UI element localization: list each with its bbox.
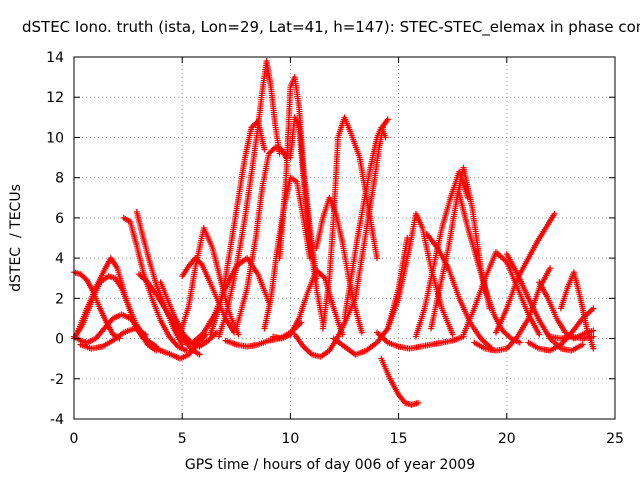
x-tick-label: 15 (390, 431, 408, 447)
data-point (261, 146, 268, 153)
y-tick-label: 12 (46, 90, 64, 106)
series-35 (471, 265, 554, 354)
series-5 (120, 214, 190, 354)
data-point (551, 210, 558, 217)
series-28 (373, 329, 467, 352)
y-tick-label: 0 (55, 332, 64, 348)
y-tick-label: 2 (55, 291, 64, 307)
series-32 (428, 164, 493, 332)
data-point (179, 341, 186, 348)
series-4 (77, 325, 149, 352)
data-point (449, 331, 456, 338)
data-point (140, 335, 147, 342)
data-point (590, 333, 597, 340)
x-tick-label: 0 (70, 431, 79, 447)
x-axis-ticks: 0 5 10 15 20 25 (70, 57, 624, 447)
data-point (590, 305, 597, 312)
data-point (384, 116, 391, 123)
data-point (590, 345, 597, 352)
x-tick-label: 25 (606, 431, 624, 447)
series-14 (215, 58, 283, 340)
x-axis-label: GPS time / hours of day 006 of year 2009 (184, 457, 476, 473)
y-tick-label: -2 (50, 372, 64, 388)
series-3 (75, 255, 147, 342)
data-point (196, 351, 203, 358)
data-point (142, 331, 149, 338)
x-tick-label: 10 (281, 431, 299, 447)
data-point (547, 265, 554, 272)
chart-title: dSTEC Iono. truth (ista, Lon=29, Lat=41,… (22, 18, 640, 36)
data-point (415, 399, 422, 406)
y-tick-label: -4 (50, 412, 64, 428)
series-41 (547, 333, 597, 342)
series-36 (492, 210, 558, 336)
grid-lines (74, 57, 615, 419)
data-series (71, 58, 597, 408)
y-tick-label: 14 (46, 50, 64, 66)
data-point (373, 255, 380, 262)
y-axis-label: dSTEC / TECUs (8, 184, 24, 292)
series-20 (270, 267, 346, 342)
series-27 (378, 355, 422, 408)
series-13 (207, 118, 268, 338)
data-point (235, 331, 242, 338)
y-tick-label: 6 (55, 211, 64, 227)
series-18 (287, 114, 326, 326)
y-tick-label: 4 (55, 251, 64, 267)
x-tick-label: 20 (498, 431, 516, 447)
y-axis-ticks: -4 -2 0 2 4 6 8 10 12 14 (46, 50, 615, 428)
series-38 (525, 305, 597, 354)
y-tick-label: 8 (55, 171, 64, 187)
y-tick-label: 10 (46, 130, 64, 146)
series-37 (503, 251, 586, 354)
plot-frame (73, 56, 616, 420)
data-point (404, 235, 411, 241)
series-25 (352, 116, 391, 302)
data-point (590, 327, 597, 334)
series-15 (233, 144, 290, 332)
data-point (536, 331, 543, 338)
series-24 (341, 124, 389, 322)
data-point (358, 329, 365, 336)
data-point (516, 339, 523, 346)
data-point (579, 341, 586, 348)
x-tick-label: 5 (178, 431, 187, 447)
series-34 (460, 249, 543, 338)
